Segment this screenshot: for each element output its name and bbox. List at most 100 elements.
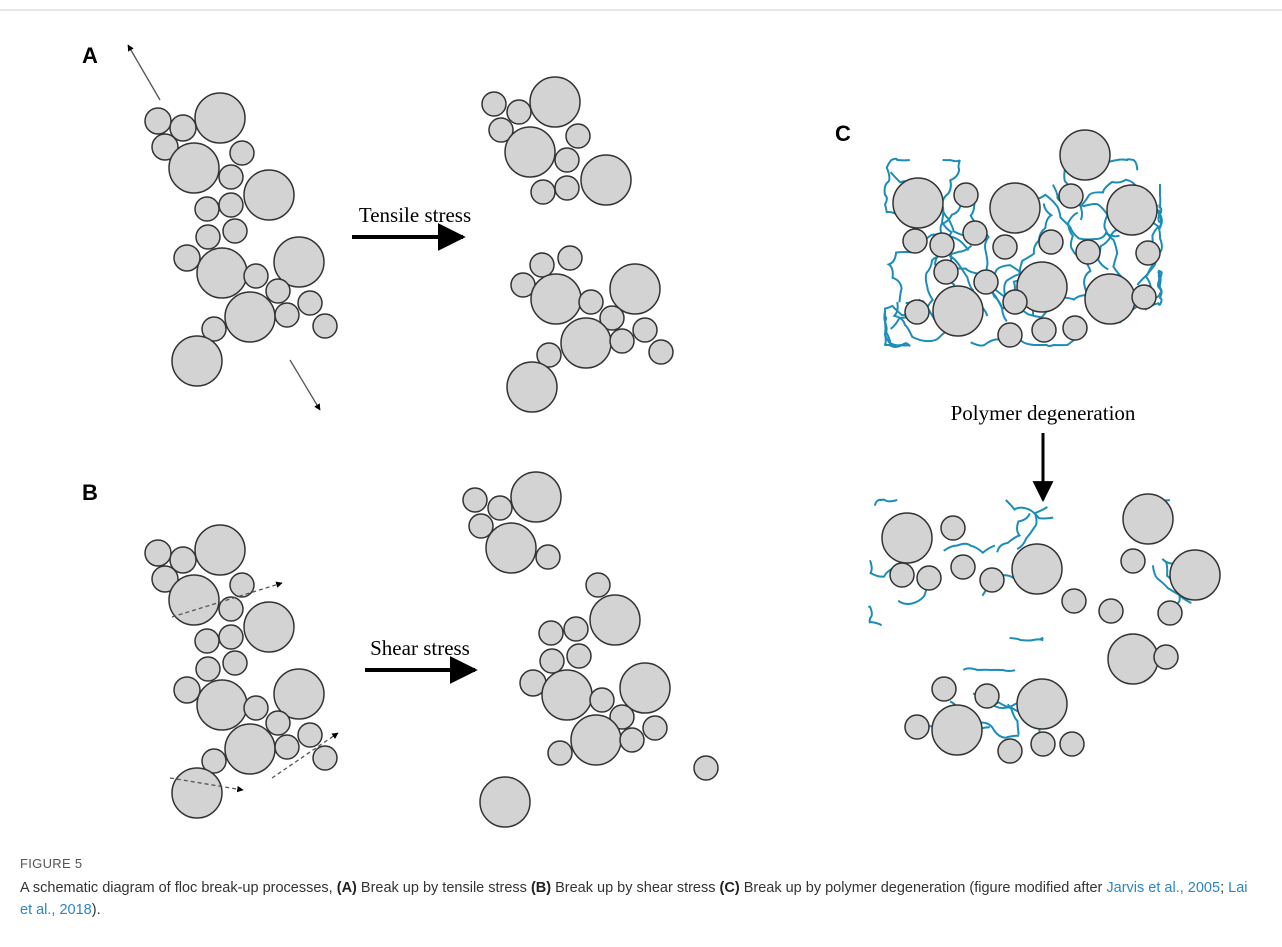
particle [547, 740, 573, 766]
particle [904, 299, 930, 325]
particle [218, 624, 244, 650]
particle [599, 305, 625, 331]
particle [168, 142, 220, 194]
caption-text: ; [1220, 880, 1229, 896]
particle [265, 278, 291, 304]
particle [312, 313, 338, 339]
particle [173, 244, 201, 272]
particle [168, 574, 220, 626]
particle [1135, 240, 1161, 266]
particle [195, 224, 221, 250]
particle [218, 164, 244, 190]
particle [1030, 731, 1056, 757]
polymer-chain [939, 158, 981, 238]
particle [468, 513, 494, 539]
particle [974, 683, 1000, 709]
particle [589, 594, 641, 646]
reference-link[interactable]: Lai et al., 2018 [20, 880, 1248, 918]
particle [565, 123, 591, 149]
particle [1061, 588, 1087, 614]
particle [932, 285, 984, 337]
particle [222, 218, 248, 244]
particle [218, 596, 244, 622]
particle [929, 232, 955, 258]
polymer-chain [969, 187, 1022, 301]
particle [1011, 543, 1063, 595]
particle [916, 565, 942, 591]
figure-number: FIGURE 5 [20, 856, 83, 871]
particle [933, 259, 959, 285]
caption-text: Break up by tensile stress [356, 880, 531, 896]
particle [962, 220, 988, 246]
particle [578, 289, 604, 315]
particle [243, 601, 295, 653]
particle [144, 107, 172, 135]
panel-label: C [835, 121, 851, 146]
particle [538, 620, 564, 646]
particle [609, 704, 635, 730]
figure: A B C Tensile stress Shear stress Polyme… [0, 9, 1282, 828]
particle [693, 755, 719, 781]
polymer-chain [873, 498, 898, 506]
particle [950, 554, 976, 580]
particle [196, 679, 248, 731]
particle [892, 177, 944, 229]
particle [566, 643, 592, 669]
particle [485, 522, 537, 574]
particle [1122, 493, 1174, 545]
particle [539, 648, 565, 674]
particle [273, 668, 325, 720]
particle [1059, 129, 1111, 181]
particle [297, 722, 323, 748]
particle [931, 704, 983, 756]
particle [1084, 273, 1136, 325]
figure-caption: A schematic diagram of floc break-up pro… [20, 877, 1260, 921]
particle [144, 539, 172, 567]
particle [997, 322, 1023, 348]
particle [169, 546, 197, 574]
polymer-chain [943, 542, 996, 555]
particle [297, 290, 323, 316]
particle [1169, 549, 1221, 601]
process-label: Tensile stress [359, 203, 471, 227]
particle [218, 192, 244, 218]
particle [201, 748, 227, 774]
particle [1016, 678, 1068, 730]
particle [510, 471, 562, 523]
force-arrow [127, 44, 161, 101]
polymer-chain [1009, 637, 1044, 642]
particle [648, 339, 674, 365]
reference-link[interactable]: Jarvis et al., 2005 [1106, 880, 1221, 896]
particle [904, 714, 930, 740]
particle [530, 273, 582, 325]
particle [194, 628, 220, 654]
particle [557, 245, 583, 271]
particle [171, 767, 223, 819]
particle [1157, 600, 1183, 626]
process-label: Shear stress [370, 636, 470, 660]
panel-label: A [82, 43, 98, 68]
particle [195, 656, 221, 682]
particle [580, 154, 632, 206]
particle [229, 140, 255, 166]
polymer-chain [1151, 565, 1192, 604]
particle [529, 252, 555, 278]
shear-arrow [169, 777, 244, 793]
particle [992, 234, 1018, 260]
particle [504, 126, 556, 178]
polymer-chain [996, 512, 1031, 553]
caption-text: A schematic diagram of floc break-up pro… [20, 880, 337, 896]
particle [224, 723, 276, 775]
particle [1031, 317, 1057, 343]
particle [1058, 183, 1084, 209]
particle [554, 147, 580, 173]
particle [169, 114, 197, 142]
particle [619, 727, 645, 753]
particle [1016, 261, 1068, 313]
polymer-chain [1005, 499, 1054, 520]
particle [1098, 598, 1124, 624]
particle [171, 335, 223, 387]
shear-arrow [171, 581, 283, 618]
particle [481, 91, 507, 117]
